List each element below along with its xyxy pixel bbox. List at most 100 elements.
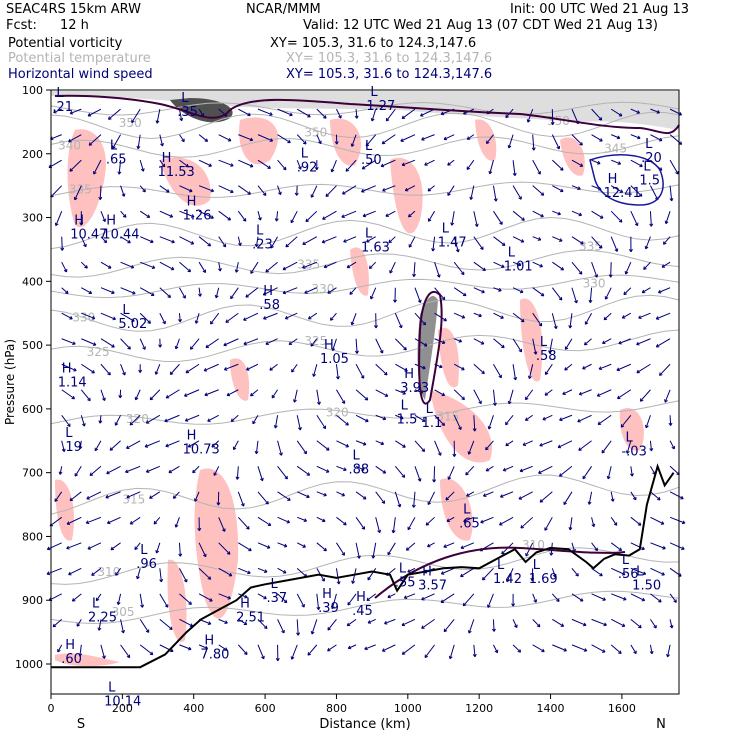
wind-vector (440, 593, 455, 603)
wind-vector (355, 517, 365, 530)
wind-vector (414, 440, 425, 452)
wind-vector (293, 389, 298, 403)
wind-arrowhead (366, 597, 370, 602)
wind-arrowhead (637, 135, 641, 140)
wind-jet-contour (589, 154, 664, 206)
wind-arrowhead (262, 192, 267, 196)
wind-arrowhead (365, 143, 370, 147)
wind-vector (552, 210, 561, 215)
wind-arrowhead (579, 142, 583, 146)
wind-vector (178, 313, 181, 322)
wind-vector (135, 389, 141, 401)
wind-arrowhead (664, 220, 669, 225)
wind-arrowhead (158, 344, 163, 348)
wind-arrowhead (181, 138, 185, 143)
wind-vector (453, 261, 465, 275)
extremum-value: 2.51 (236, 610, 265, 625)
extremum-type: L (92, 596, 100, 611)
wind-vector (532, 287, 545, 297)
y-tick-label: 1000 (15, 658, 43, 671)
wind-vector (198, 108, 205, 117)
wind-arrowhead (633, 496, 637, 501)
wind-arrowhead (519, 289, 524, 294)
wind-arrowhead (221, 528, 226, 532)
wind-vector (120, 261, 134, 269)
wind-arrowhead (505, 442, 509, 447)
wind-arrowhead (226, 392, 231, 397)
wind-arrowhead (450, 222, 455, 226)
wind-arrowhead (54, 222, 59, 227)
extremum-type: L (365, 139, 373, 154)
wind-arrowhead (412, 273, 417, 278)
wind-vector (46, 567, 62, 575)
wind-vector (277, 465, 288, 480)
wind-vector (198, 210, 214, 219)
wind-arrowhead (472, 653, 477, 658)
wind-vector (179, 287, 186, 299)
wind-arrowhead (247, 112, 251, 117)
wind-vector (325, 185, 337, 197)
x-tick-label: 0 (48, 702, 55, 715)
wind-vector (532, 261, 543, 268)
wind-vector (605, 287, 612, 300)
wind-vector (424, 644, 435, 658)
wind-arrowhead (329, 317, 334, 321)
wind-vector (175, 517, 180, 528)
wind-vector (518, 491, 533, 500)
isentrope-label: 350 (304, 126, 327, 140)
wind-arrowhead (377, 529, 382, 534)
extremum-type: L (65, 426, 73, 441)
wind-arrowhead (275, 658, 280, 662)
wind-vector (332, 338, 337, 351)
wind-vector (291, 363, 298, 373)
wind-arrowhead (105, 494, 109, 499)
y-tick-label: 700 (22, 467, 43, 480)
wind-vector (414, 287, 421, 303)
wind-vector (597, 389, 612, 397)
wind-vector (395, 414, 404, 420)
wind-vector (144, 440, 161, 448)
wind-arrowhead (639, 398, 644, 402)
wind-arrowhead (89, 472, 94, 476)
wind-arrowhead (247, 570, 251, 575)
isentrope-label: 335 (297, 258, 320, 272)
wind-vector (109, 440, 121, 451)
wind-arrowhead (252, 420, 256, 425)
isentrope-label: 335 (69, 182, 92, 196)
wind-vector (661, 261, 671, 268)
wind-arrowhead (150, 239, 154, 244)
wind-vector (153, 516, 161, 525)
wind-arrowhead (557, 211, 561, 216)
wind-vector (327, 287, 337, 294)
extremum-type: H (322, 587, 332, 602)
wind-vector (414, 466, 421, 482)
wind-vector (131, 108, 141, 123)
wind-arrowhead (517, 649, 522, 653)
wind-arrowhead (187, 444, 192, 448)
wind-vector (237, 516, 250, 530)
wind-arrowhead (303, 140, 307, 145)
wind-arrowhead (575, 573, 579, 577)
extremum-value: .23 (252, 237, 273, 252)
wind-vector (571, 542, 576, 553)
extremum-type: L (643, 159, 651, 174)
pv-shading-layer (51, 91, 679, 667)
wind-arrowhead (131, 119, 135, 123)
wind-vector (571, 134, 583, 146)
wind-arrowhead (400, 415, 404, 420)
wind-vector (542, 414, 553, 421)
wind-vector (375, 389, 389, 397)
wind-arrowhead (481, 576, 486, 581)
wind-arrowhead (308, 315, 312, 320)
y-tick-label: 300 (22, 212, 43, 225)
wind-vector (100, 210, 106, 222)
wind-vector (263, 287, 278, 296)
wind-arrowhead (61, 448, 66, 452)
wind-arrowhead (638, 193, 643, 197)
wind-vector (52, 618, 63, 628)
pv-shading-17 (55, 653, 120, 667)
wind-arrowhead (211, 444, 215, 448)
wind-arrowhead (296, 632, 301, 636)
wind-vector (434, 389, 445, 396)
wind-arrowhead (542, 416, 546, 421)
